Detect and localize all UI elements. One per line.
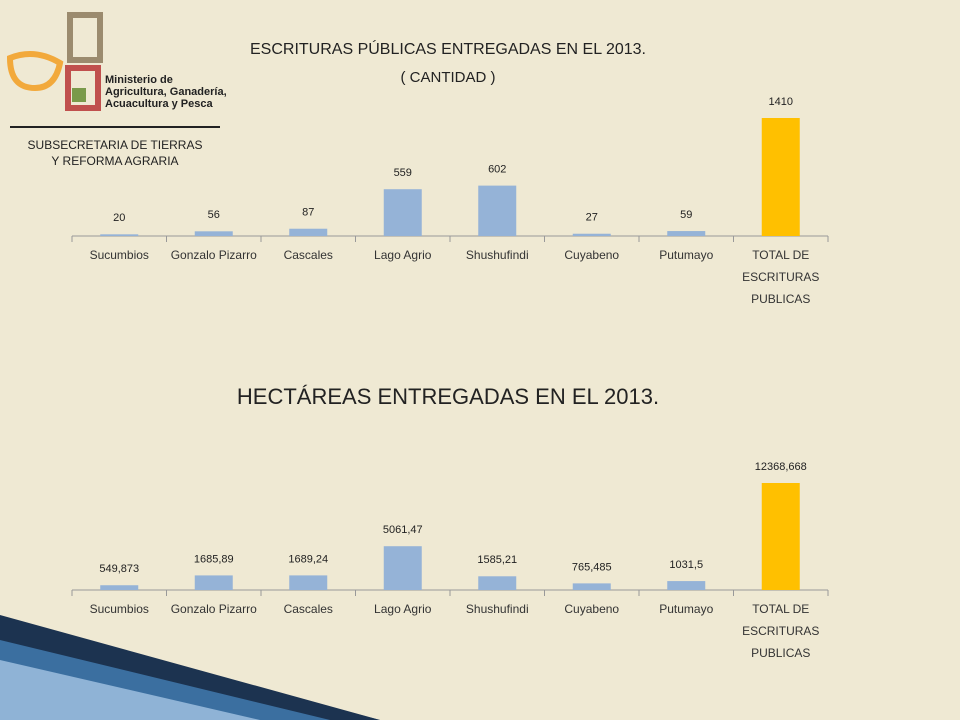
data-label: 87: [302, 207, 314, 219]
data-label: 20: [113, 212, 125, 224]
x-tick-label: TOTAL DE ESCRITURAS PUBLICAS: [742, 248, 820, 306]
data-label: 59: [680, 209, 692, 221]
x-tick-label: Cuyabeno: [564, 248, 620, 262]
x-tick-label: Cuyabeno: [564, 602, 620, 616]
x-tick-label: Sucumbios: [89, 602, 149, 616]
x-tick-label: Cascales: [283, 602, 333, 616]
data-label: 602: [488, 164, 506, 176]
x-tick-label: Lago Agrio: [374, 602, 432, 616]
x-tick-label: Sucumbios: [89, 248, 149, 262]
data-label: 1685,89: [194, 553, 234, 565]
data-label: 765,485: [572, 561, 612, 573]
bar: [761, 483, 800, 590]
chart-title: HECTÁREAS ENTREGADAS EN EL 2013.: [237, 384, 659, 409]
logo-text: Acuacultura y Pesca: [105, 98, 213, 110]
logo-shape: [67, 12, 103, 63]
data-label: 549,873: [99, 563, 139, 575]
x-tick-label: Cascales: [283, 248, 333, 262]
data-label: 1689,24: [288, 553, 328, 565]
bar: [761, 118, 800, 236]
logo-shape: [65, 65, 101, 111]
x-tick-label: Lago Agrio: [374, 248, 432, 262]
bar: [572, 233, 611, 236]
data-label: 12368,668: [755, 461, 807, 473]
logo-text: Y REFORMA AGRARIA: [51, 154, 178, 168]
data-label: 1410: [769, 96, 793, 108]
logo-shape: [6, 51, 64, 92]
data-label: 56: [208, 209, 220, 221]
bar: [478, 185, 517, 236]
data-label: 1585,21: [477, 554, 517, 566]
x-tick-label: Putumayo: [659, 248, 714, 262]
bar: [194, 231, 233, 236]
bar: [667, 581, 706, 590]
logo-shape: [72, 88, 86, 102]
logo-text: Ministerio de: [105, 74, 173, 86]
x-tick-label: Gonzalo Pizarro: [170, 248, 257, 262]
data-label: 5061,47: [383, 524, 423, 536]
bar: [383, 189, 422, 236]
logo-text: SUBSECRETARIA DE TIERRAS: [28, 138, 203, 152]
logo: [6, 12, 220, 128]
decoration: [0, 660, 260, 720]
data-label: 27: [586, 212, 598, 224]
chart-title: ESCRITURAS PÚBLICAS ENTREGADAS EN EL 201…: [250, 39, 646, 58]
logo-text: Agricultura, Ganadería,: [105, 86, 227, 98]
bar: [100, 585, 139, 590]
decoration: [0, 615, 380, 720]
x-tick-label: Putumayo: [659, 602, 714, 616]
x-tick-label: TOTAL DE ESCRITURAS PUBLICAS: [742, 602, 820, 660]
bar: [383, 546, 422, 590]
bar: [667, 231, 706, 236]
bar: [478, 576, 517, 590]
x-tick-label: Gonzalo Pizarro: [170, 602, 257, 616]
data-label: 559: [394, 167, 412, 179]
data-label: 1031,5: [669, 559, 703, 571]
bar: [572, 583, 611, 590]
chart-subtitle: ( CANTIDAD ): [401, 69, 496, 86]
bar: [100, 234, 139, 236]
bar: [289, 575, 328, 590]
x-tick-label: Shushufindi: [465, 602, 529, 616]
bar: [194, 575, 233, 590]
x-tick-label: Shushufindi: [465, 248, 529, 262]
bar: [289, 228, 328, 236]
